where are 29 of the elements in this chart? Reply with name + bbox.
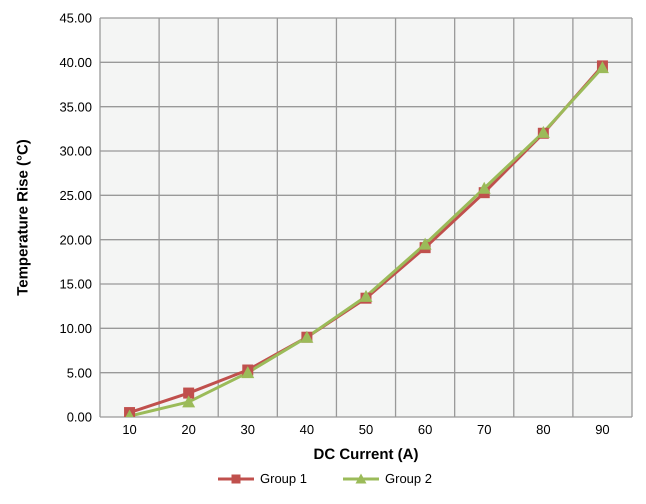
x-tick-label: 80: [536, 422, 551, 438]
x-tick-label: 20: [181, 422, 196, 438]
point: [241, 366, 254, 378]
y-axis-title: Temperature Rise (°C): [14, 139, 32, 296]
y-tick-label: 30.00: [59, 144, 92, 159]
point: [182, 395, 196, 408]
point: [183, 388, 194, 399]
legend-label: Group 1: [259, 471, 307, 486]
y-tick-label: 45.00: [59, 10, 92, 26]
point: [360, 290, 372, 302]
y-tick-label: 35.00: [59, 99, 92, 114]
y-tick-label: 15.00: [59, 276, 92, 292]
x-tick-label: 10: [122, 422, 137, 438]
point: [418, 238, 432, 250]
x-tick-label: 60: [418, 422, 432, 438]
y-tick-label: 20.00: [59, 232, 92, 248]
y-tick-label: 40.00: [59, 54, 92, 70]
legend-label: Group 2: [384, 471, 432, 486]
point: [478, 182, 491, 194]
y-tick-label: 0.00: [66, 410, 92, 425]
x-tick-label: 40: [300, 422, 314, 438]
x-tick-label: 30: [240, 422, 256, 438]
y-tick-label: 10.00: [59, 320, 92, 336]
y-tick-label: 5.00: [66, 365, 92, 380]
x-axis-title: DC Current (A): [314, 446, 418, 463]
x-tick-label: 70: [476, 422, 492, 438]
x-tick-label: 90: [595, 422, 610, 438]
y-tick-label: 25.00: [59, 188, 92, 203]
x-tick-label: 50: [358, 422, 374, 438]
